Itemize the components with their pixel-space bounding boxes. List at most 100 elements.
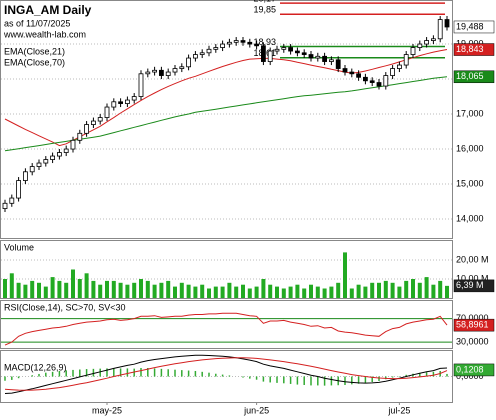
- volume-bar: [173, 286, 177, 298]
- candle-body: [22, 171, 28, 181]
- panel-title: MACD(12,26,9): [4, 362, 67, 372]
- x-tick-label: jul-25: [387, 405, 410, 415]
- volume-bar: [213, 286, 218, 298]
- y-tick-label: 15,000: [456, 178, 484, 188]
- volume-bar: [268, 284, 273, 298]
- value-box: [453, 43, 495, 56]
- volume-bar: [397, 286, 402, 298]
- candle-body: [158, 69, 164, 76]
- candle-body: [444, 19, 450, 28]
- volume-bar: [105, 280, 109, 298]
- value-box-label: 0,1208: [456, 364, 484, 374]
- candle-body: [315, 55, 321, 59]
- chart-title: INGA_AM Daily: [4, 3, 92, 17]
- candle-body: [240, 40, 246, 43]
- volume-bar: [336, 282, 341, 298]
- candle-body: [111, 101, 117, 108]
- candle-body: [36, 162, 42, 167]
- x-tick-label: may-25: [92, 405, 122, 415]
- price-panel: [0, 0, 453, 239]
- signal-line: [4, 357, 448, 391]
- panel-title: Volume: [4, 242, 34, 252]
- candle-body: [369, 80, 375, 83]
- volume-panel: [0, 240, 453, 299]
- candle-body: [165, 71, 171, 76]
- volume-bar: [370, 282, 375, 298]
- y-tick-label: 10,00 M: [456, 273, 489, 283]
- volume-bar: [281, 288, 286, 298]
- volume-bar: [417, 282, 422, 298]
- volume-bar: [145, 280, 150, 298]
- candle-body: [152, 69, 158, 73]
- volume-bar: [159, 282, 164, 298]
- candle-body: [29, 166, 35, 173]
- candle-body: [328, 59, 334, 62]
- candle-body: [233, 40, 239, 43]
- candle-body: [91, 120, 96, 125]
- candle-body: [254, 43, 260, 47]
- candle-body: [220, 43, 226, 48]
- volume-bar: [179, 282, 184, 298]
- candle-body: [301, 52, 307, 55]
- volume-bar: [193, 286, 198, 298]
- candle-body: [118, 101, 123, 104]
- candle-body: [410, 47, 416, 55]
- y-tick-label: 17,000: [456, 108, 484, 118]
- y-tick-label: 70,0000: [456, 313, 489, 323]
- volume-bar: [377, 282, 381, 298]
- volume-bar: [166, 280, 171, 298]
- volume-bar: [186, 284, 191, 298]
- level-label: 20,17: [253, 0, 276, 3]
- candle-body: [199, 52, 205, 55]
- volume-bar: [247, 288, 252, 298]
- value-box: [453, 318, 495, 332]
- candle-body: [43, 159, 49, 164]
- volume-bar: [64, 282, 69, 298]
- y-tick-label: 30,0000: [456, 337, 489, 347]
- panel-title: RSI(Close,14), SC>70, SV<30: [4, 302, 126, 312]
- value-box-label: 6,39 M: [456, 280, 484, 290]
- volume-bar: [98, 284, 103, 298]
- candle-body: [342, 68, 348, 73]
- volume-bar: [23, 284, 28, 298]
- volume-bar: [111, 280, 116, 298]
- volume-bar: [125, 284, 130, 298]
- candle-body: [104, 106, 110, 118]
- rsi-line: [4, 312, 448, 346]
- volume-bar: [43, 286, 48, 298]
- candle-body: [172, 68, 178, 73]
- candle-body: [424, 40, 430, 45]
- candle-body: [206, 48, 212, 54]
- volume-bar: [329, 286, 334, 298]
- volume-bar: [50, 277, 55, 298]
- volume-bar: [152, 284, 157, 298]
- volume-bar: [261, 279, 266, 298]
- volume-bar: [9, 273, 14, 298]
- candle-body: [70, 139, 76, 150]
- volume-bar: [295, 284, 300, 298]
- volume-bar: [431, 284, 436, 298]
- candle-body: [145, 71, 151, 75]
- legend-entry: EMA(Close,70): [4, 57, 65, 67]
- volume-bar: [30, 280, 35, 298]
- volume-bar: [227, 282, 232, 298]
- volume-bar: [71, 269, 75, 298]
- volume-bar: [356, 284, 361, 298]
- volume-bar: [91, 280, 96, 298]
- candle-body: [383, 75, 389, 87]
- value-box-label: 18,065: [456, 71, 484, 81]
- value-box: [453, 20, 495, 34]
- candle-body: [77, 132, 83, 141]
- candle-body: [226, 41, 232, 45]
- candle-body: [57, 152, 62, 157]
- volume-bar: [220, 286, 225, 298]
- candle-body: [430, 38, 436, 41]
- volume-bar: [37, 282, 41, 298]
- candle-body: [267, 50, 273, 62]
- candle-body: [417, 43, 423, 48]
- candle-body: [308, 54, 314, 59]
- level-label: 19,85: [253, 5, 276, 15]
